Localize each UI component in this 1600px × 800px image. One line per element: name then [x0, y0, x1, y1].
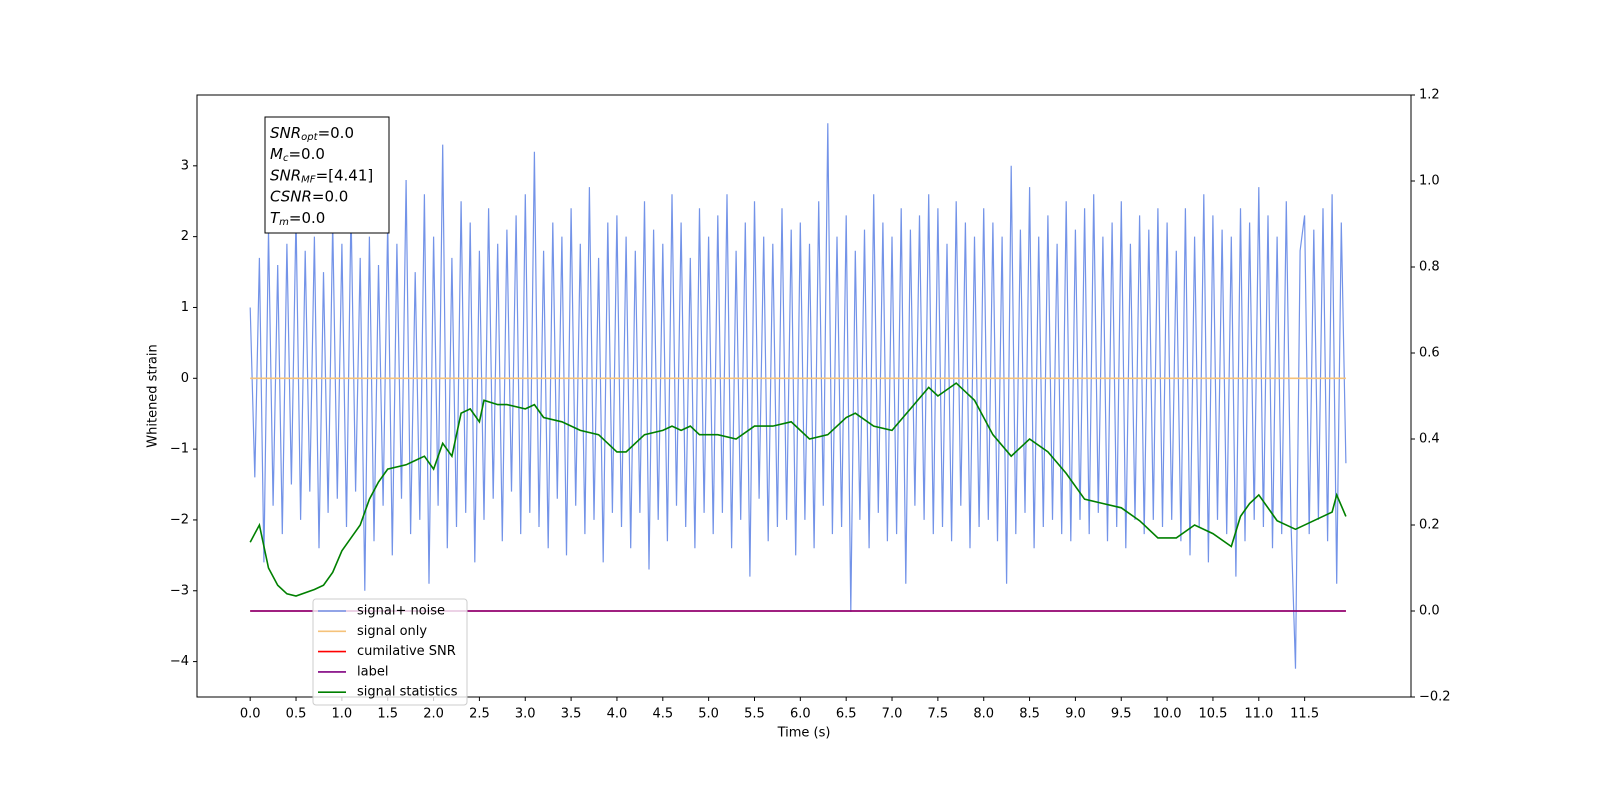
annotation-line: CSNR=0.0	[270, 187, 348, 205]
y2-tick-label: −0.2	[1419, 690, 1451, 705]
y-tick-label: −2	[170, 512, 189, 527]
x-tick-label: 8.5	[1019, 707, 1040, 722]
legend-label: signal only	[357, 624, 427, 639]
annotation: SNRopt=0.0Mc=0.0SNRMF=[4.41]CSNR=0.0Tm=0…	[264, 116, 390, 234]
annotation-sub: opt	[301, 132, 318, 143]
annotation-box	[264, 116, 390, 234]
x-tick-label: 8.0	[973, 707, 994, 722]
legend-label: signal+ noise	[357, 604, 445, 619]
annotation-rest: =0.0	[312, 187, 348, 205]
x-tick-label: 6.5	[836, 707, 857, 722]
x-tick-label: 11.5	[1290, 707, 1319, 722]
annotation-sub: c	[283, 153, 289, 164]
annotation-main: CSNR	[270, 187, 312, 205]
legend: signal+ noise signal only cumilative SNR la…	[312, 598, 468, 706]
x-tick-label: 7.0	[882, 707, 903, 722]
legend-box	[312, 598, 468, 706]
annotation-main: T	[270, 208, 281, 226]
x-tick-label: 0.5	[286, 707, 307, 722]
annotation-main: SNR	[270, 124, 301, 142]
annotation-rest: =0.0	[288, 145, 324, 163]
x-axis-label: Time (s)	[777, 726, 831, 741]
annotation-sub: MF	[301, 174, 316, 185]
y2-tick-label: 1.0	[1419, 174, 1440, 189]
annotation-sub: m	[279, 217, 289, 228]
y-axis-label: Whitened strain	[146, 344, 161, 447]
x-tick-label: 11.0	[1244, 707, 1273, 722]
annotation-main: M	[270, 145, 283, 163]
x-tick-label: 2.0	[423, 707, 444, 722]
x-tick-label: 3.5	[561, 707, 582, 722]
x-tick-label: 3.0	[515, 707, 536, 722]
x-tick-label: 10.0	[1153, 707, 1182, 722]
annotation-line: SNRMF=[4.41]	[270, 166, 373, 186]
legend-label: label	[357, 664, 388, 679]
annotation-line: SNRopt=0.0	[270, 124, 354, 144]
x-tick-label: 0.0	[240, 707, 261, 722]
legend-label: signal statistics	[357, 685, 458, 700]
y-tick-label: 3	[181, 158, 189, 173]
x-tick-label: 4.0	[607, 707, 628, 722]
series-line	[249, 123, 1347, 669]
y2-tick-label: 0.2	[1419, 518, 1440, 533]
annotation-main: SNR	[270, 166, 301, 184]
y2-tick-label: 0.6	[1419, 346, 1440, 361]
x-tick-label: 7.5	[928, 707, 949, 722]
y2-tick-label: 0.0	[1419, 604, 1440, 619]
annotation-line: Tm=0.0	[270, 208, 325, 228]
x-tick-label: 5.0	[698, 707, 719, 722]
annotation-rest: =0.0	[318, 124, 354, 142]
plot-frame	[196, 94, 1412, 698]
y2-tick-label: 0.8	[1419, 260, 1440, 275]
annotation-rest: =[4.41]	[316, 166, 374, 184]
x-tick-label: 6.0	[790, 707, 811, 722]
legend-label: cumilative SNR	[357, 644, 456, 659]
annotation-line: Mc=0.0	[270, 145, 325, 165]
x-tick-label: 1.5	[377, 707, 398, 722]
x-tick-label: 2.5	[469, 707, 490, 722]
annotation-rest: =0.0	[289, 208, 325, 226]
y2-tick-label: 1.2	[1419, 88, 1440, 103]
y2-tick-label: 0.4	[1419, 432, 1440, 447]
x-tick-label: 10.5	[1198, 707, 1227, 722]
x-tick-label: 9.5	[1111, 707, 1132, 722]
x-tick-label: 5.5	[744, 707, 765, 722]
y-tick-label: −4	[170, 654, 189, 669]
x-tick-label: 4.5	[652, 707, 673, 722]
series-line	[249, 382, 1347, 597]
y-tick-label: 1	[181, 300, 189, 315]
y-tick-label: −1	[170, 442, 189, 457]
y-tick-label: 0	[181, 371, 189, 386]
y-tick-label: 2	[181, 229, 189, 244]
y-tick-label: −3	[170, 583, 189, 598]
x-tick-label: 9.0	[1065, 707, 1086, 722]
x-tick-label: 1.0	[332, 707, 353, 722]
